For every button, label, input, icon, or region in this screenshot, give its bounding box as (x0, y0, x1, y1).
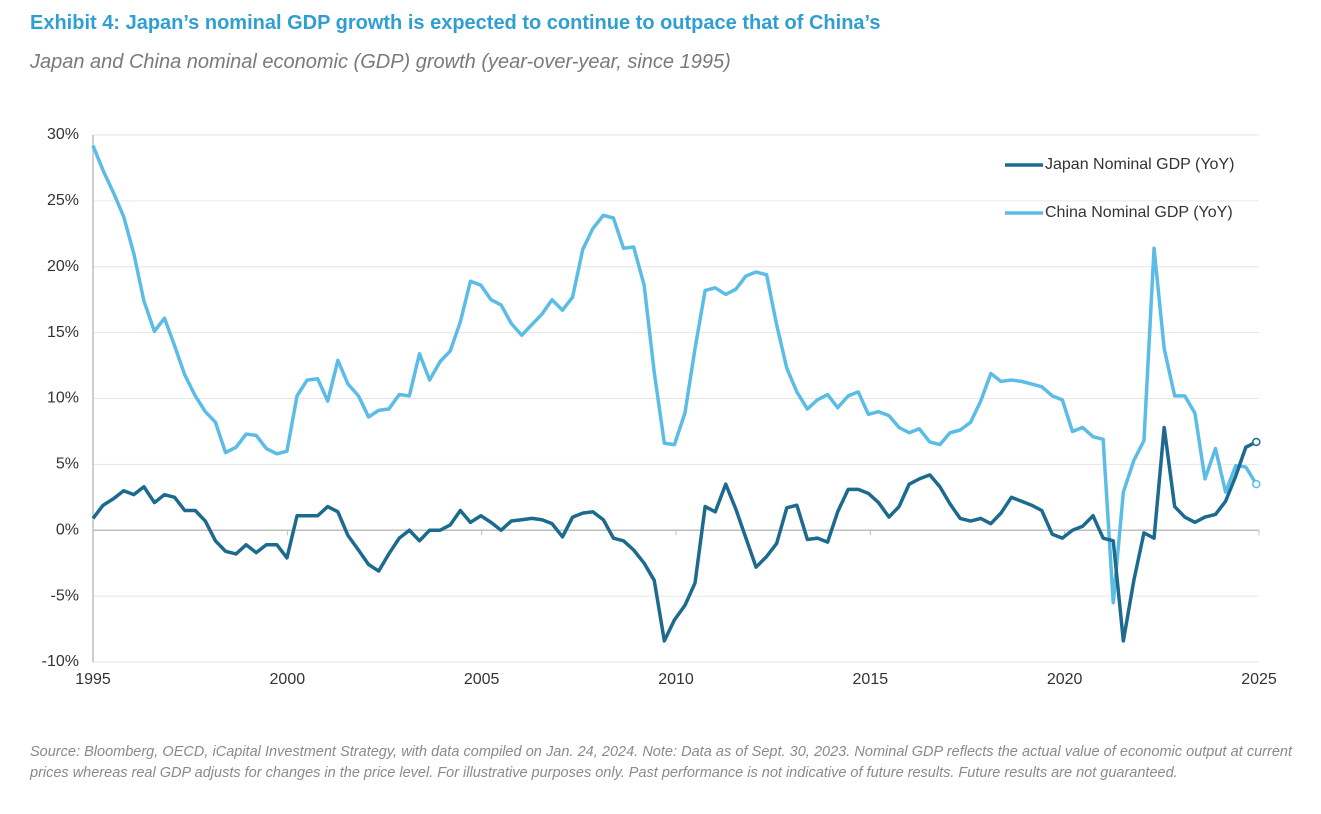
x-tick-label: 2000 (270, 671, 306, 688)
x-tick-label: 1995 (75, 671, 111, 688)
chart: Exhibit 4: Japan’s nominal GDP growth is… (29, 12, 1277, 688)
legend-label: Japan Nominal GDP (YoY) (1045, 156, 1234, 173)
chart-subtitle: Japan and China nominal economic (GDP) g… (29, 51, 731, 73)
x-tick-label: 2020 (1047, 671, 1083, 688)
y-tick-label: 20% (47, 258, 79, 275)
end-marker (1252, 479, 1261, 489)
chart-title: Exhibit 4: Japan’s nominal GDP growth is… (30, 12, 880, 34)
y-tick-label: 25% (47, 192, 79, 209)
series-line (91, 144, 1258, 605)
y-tick-label: 30% (47, 126, 79, 143)
y-tick-label: 5% (56, 456, 79, 473)
y-tick-label: 15% (47, 324, 79, 341)
x-tick-label: 2025 (1241, 671, 1277, 688)
y-tick-label: 10% (47, 390, 79, 407)
series-line (91, 425, 1258, 643)
x-tick-label: 2010 (658, 671, 694, 688)
x-tick-label: 2005 (464, 671, 500, 688)
end-marker (1252, 437, 1261, 447)
source-note: Source: Bloomberg, OECD, iCapital Invest… (30, 744, 1292, 781)
legend-label: China Nominal GDP (YoY) (1045, 204, 1233, 221)
y-tick-label: 0% (56, 521, 79, 538)
x-tick-label: 2015 (853, 671, 889, 688)
y-tick-label: -5% (51, 587, 79, 604)
y-tick-label: -10% (42, 653, 79, 670)
